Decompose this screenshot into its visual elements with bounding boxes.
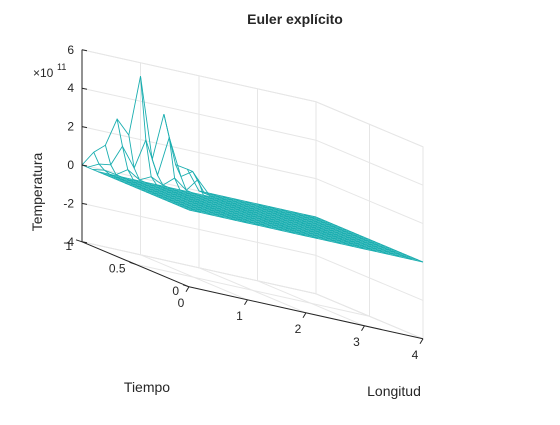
- x-tick-label: 4: [412, 348, 419, 362]
- axes-grid: [81, 49, 424, 340]
- z-tick-mark: [81, 126, 88, 129]
- y-tick-label: 1: [65, 239, 72, 253]
- mesh-column-line: [187, 168, 295, 234]
- x-tick-mark: [419, 338, 424, 345]
- x-tick-label: 0: [178, 296, 185, 310]
- axes-lines: [75, 49, 424, 345]
- mesh-column-line: [222, 195, 330, 242]
- mesh-column-line: [140, 76, 248, 224]
- mesh-column-line: [104, 145, 213, 216]
- z-exponent-base: ×10: [33, 66, 54, 80]
- x-axis-label: Longitud: [367, 383, 421, 399]
- y-tick-label: 0.5: [109, 261, 126, 275]
- y-tick-mark: [129, 261, 136, 265]
- y-gridline: [81, 241, 317, 295]
- mesh-column-line: [292, 211, 400, 258]
- mesh-column-line: [245, 200, 353, 247]
- mesh-column-line: [304, 213, 412, 260]
- mesh-column-line: [210, 193, 318, 240]
- x-tick-label: 2: [295, 322, 302, 336]
- z-tick-mark: [81, 87, 88, 90]
- mesh-column-line: [116, 118, 225, 219]
- mesh-column-line: [163, 113, 272, 229]
- y-tick-mark: [182, 284, 190, 288]
- x-tick-mark: [244, 299, 248, 306]
- z-exponent-power: 11: [57, 62, 66, 72]
- mesh-column-line: [280, 208, 389, 255]
- y-gridline: [135, 263, 370, 317]
- x-tick-mark: [361, 325, 365, 332]
- mesh-column-line: [175, 164, 283, 232]
- z-tick-mark: [81, 241, 88, 244]
- z-tick-label: -2: [63, 196, 74, 210]
- y-tick-label: 0: [172, 284, 179, 298]
- y-axis-label: Tiempo: [124, 379, 170, 395]
- z-exponent-label: ×10 11: [33, 62, 66, 80]
- x-tick-label: 3: [353, 335, 360, 349]
- mesh-column-line: [233, 198, 342, 245]
- mesh-column-line: [198, 190, 307, 237]
- mesh-column-line: [269, 206, 377, 253]
- mesh-column-line: [315, 216, 424, 263]
- z-tick-mark: [81, 49, 88, 52]
- z-axis-label: Temperatura: [29, 152, 45, 231]
- mesh-column-line: [128, 135, 236, 221]
- mesh-column-line: [151, 159, 260, 227]
- chart-title: Euler explícito: [247, 11, 343, 27]
- z-tick-label: 0: [67, 158, 74, 172]
- mesh-column-line: [257, 203, 365, 250]
- x-tick-label: 1: [236, 309, 243, 323]
- z-tick-mark: [81, 164, 88, 167]
- z-tick-mark: [81, 202, 88, 205]
- mesh-column-line: [81, 164, 190, 211]
- x-tick-mark: [185, 286, 190, 293]
- x-tick-mark: [302, 312, 307, 319]
- z-tick-label: 2: [67, 120, 74, 134]
- mesh-column-line: [93, 152, 201, 214]
- surface-mesh: [81, 76, 424, 263]
- y-tick-mark: [75, 239, 83, 243]
- z-tick-label: -4: [63, 235, 74, 249]
- z-tick-label: 4: [67, 81, 74, 95]
- z-tick-label: 6: [67, 43, 74, 57]
